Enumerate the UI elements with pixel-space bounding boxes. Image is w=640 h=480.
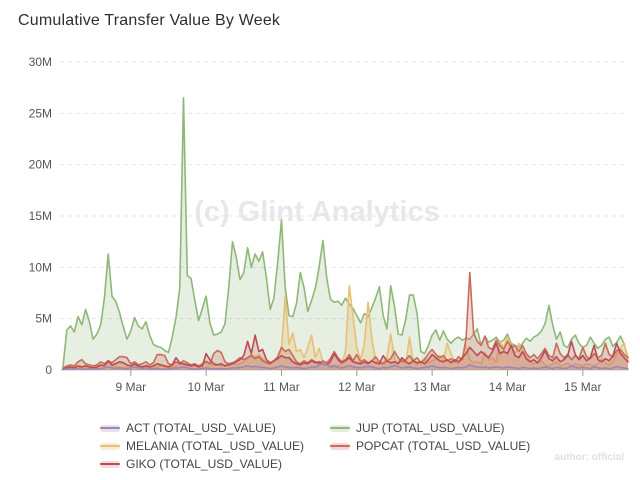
legend-label: POPCAT (TOTAL_USD_VALUE) [356, 439, 531, 453]
y-axis-tick-label: 25M [29, 106, 52, 120]
legend-marker-melania-icon [100, 442, 120, 450]
series-line-act [62, 362, 629, 371]
y-axis-tick-label: 5M [35, 312, 52, 326]
chart-legend: ACT (TOTAL_USD_VALUE) JUP (TOTAL_USD_VALU… [100, 419, 530, 473]
x-axis-tick-label: 14 Mar [489, 380, 526, 394]
x-axis-tick-label: 11 Mar [263, 380, 299, 394]
chart-title: Cumulative Transfer Value By Week [18, 12, 281, 29]
y-axis-tick-label: 10M [29, 260, 52, 274]
x-axis-tick-label: 9 Mar [115, 380, 146, 394]
legend-item-melania[interactable]: MELANIA (TOTAL_USD_VALUE) [100, 439, 330, 453]
legend-marker-act-icon [100, 424, 120, 432]
legend-label: MELANIA (TOTAL_USD_VALUE) [126, 439, 305, 453]
legend-marker-popcat-icon [330, 442, 350, 450]
x-axis-tick-label: 12 Mar [338, 380, 375, 394]
legend-label: GIKO (TOTAL_USD_VALUE) [126, 457, 283, 471]
series-line-jup [62, 97, 629, 368]
legend-label: JUP (TOTAL_USD_VALUE) [356, 421, 505, 435]
y-axis-tick-label: 15M [29, 209, 52, 223]
watermark: (c) Glint Analytics [194, 196, 440, 228]
chart-canvas: 0 5M 10M 15M 20M 25M 30M 9 Mar 10 Mar 11 Mar 12 Ma… [29, 55, 629, 394]
legend-marker-giko-icon [100, 460, 120, 468]
y-axis-tick-label: 30M [29, 55, 52, 69]
x-axis-tick-label: 10 Mar [187, 380, 224, 394]
legend-item-act[interactable]: ACT (TOTAL_USD_VALUE) [100, 421, 330, 435]
series-line-popcat [62, 271, 629, 369]
series-line-melania [62, 285, 629, 370]
y-axis-tick-label: 0 [45, 363, 52, 377]
series-line-giko [62, 334, 629, 370]
legend-item-jup[interactable]: JUP (TOTAL_USD_VALUE) [330, 421, 530, 435]
y-axis-tick-label: 20M [29, 158, 52, 172]
legend-item-giko[interactable]: GIKO (TOTAL_USD_VALUE) [100, 457, 330, 471]
x-axis-tick-label: 13 Mar [413, 380, 450, 394]
legend-label: ACT (TOTAL_USD_VALUE) [126, 421, 276, 435]
author-note: author: official [554, 452, 624, 463]
series-area-popcat [63, 272, 628, 370]
legend-marker-jup-icon [330, 424, 350, 432]
x-axis-tick-label: 15 Mar [564, 380, 601, 394]
legend-item-popcat[interactable]: POPCAT (TOTAL_USD_VALUE) [330, 439, 530, 453]
